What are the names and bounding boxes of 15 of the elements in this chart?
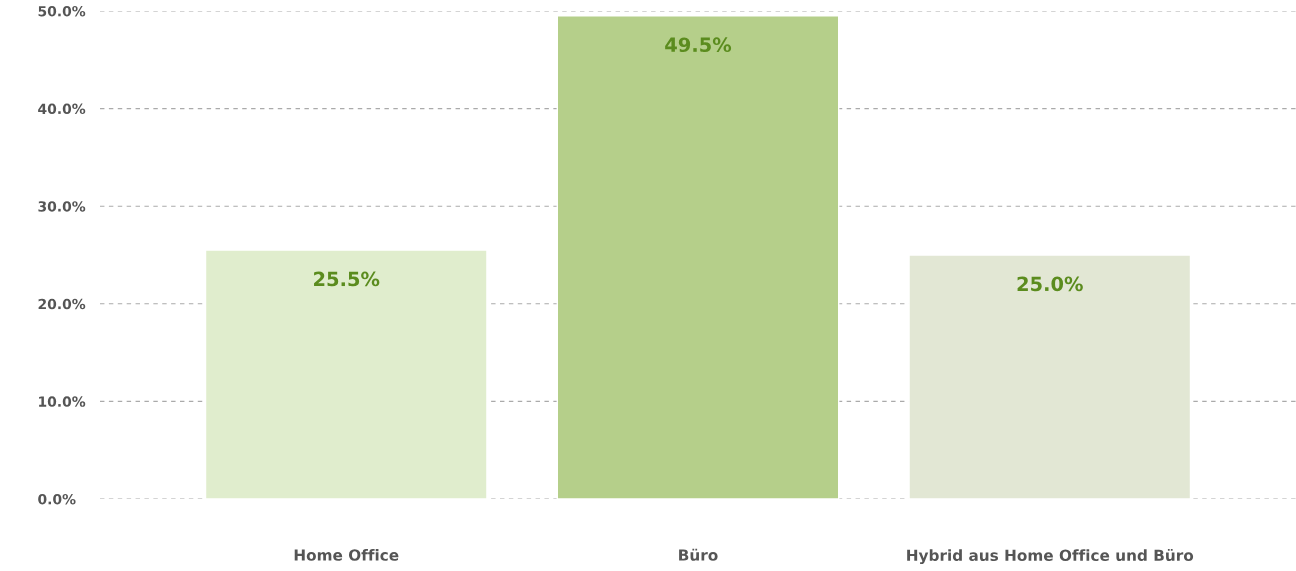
x-tick-label: Hybrid aus Home Office und Büro	[907, 549, 1194, 565]
data-label: 25.0%	[1017, 276, 1083, 292]
data-label: 25.5%	[314, 271, 380, 287]
bar	[908, 254, 1192, 499]
x-tick-label: Home Office	[294, 549, 399, 561]
y-tick-label: 0.0%	[38, 493, 76, 505]
data-label: 49.5%	[665, 37, 732, 53]
y-tick-label: 30.0%	[38, 201, 86, 212]
bar	[204, 249, 488, 499]
y-tick-label: 10.0%	[39, 396, 86, 407]
y-tick-label: 50.0%	[38, 5, 86, 17]
x-tick-label: Büro	[679, 548, 718, 561]
y-tick-label: 40.0%	[38, 103, 86, 115]
y-tick-label: 20.0%	[38, 298, 86, 310]
bar	[556, 15, 840, 499]
